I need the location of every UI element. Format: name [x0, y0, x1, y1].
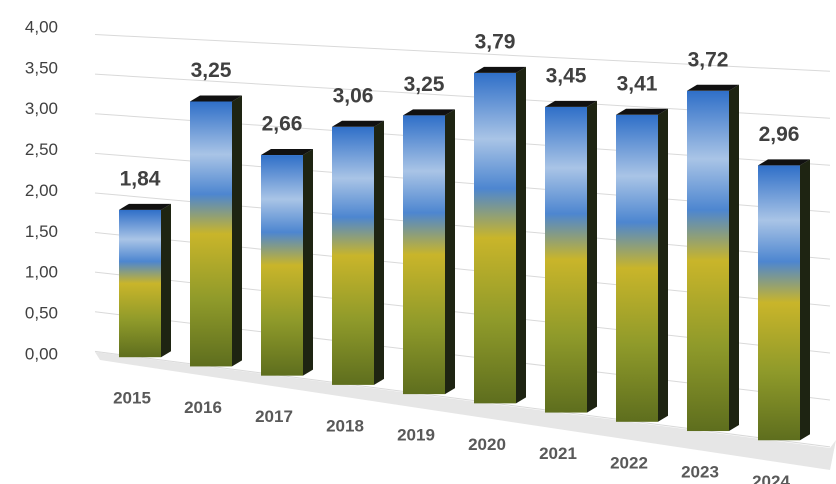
- y-tick-label: 2,00: [25, 181, 58, 200]
- y-tick-label: 2,50: [25, 140, 58, 159]
- bar: [758, 165, 800, 441]
- bar: [403, 115, 445, 395]
- bar: [474, 72, 516, 404]
- value-label: 1,84: [120, 167, 161, 190]
- value-label: 3,25: [191, 59, 232, 82]
- value-label: 3,25: [404, 73, 445, 96]
- x-tick-label: 2021: [539, 444, 577, 463]
- value-label: 3,72: [688, 48, 729, 71]
- x-tick-label: 2024: [752, 472, 790, 484]
- bar-side: [800, 159, 810, 441]
- value-label: 2,96: [759, 123, 800, 146]
- x-tick-label: 2018: [326, 416, 364, 435]
- y-tick-label: 4,00: [25, 17, 58, 36]
- x-tick-label: 2015: [113, 389, 151, 408]
- bar-top: [261, 149, 313, 156]
- value-label: 3,06: [333, 84, 374, 107]
- bar-side: [303, 149, 313, 376]
- bar-top: [190, 95, 242, 102]
- bar-top: [474, 66, 526, 73]
- value-label: 3,41: [617, 72, 658, 95]
- bar-top: [332, 120, 384, 127]
- bar: [616, 114, 658, 422]
- bar-side: [516, 66, 526, 404]
- bar-top: [687, 84, 739, 91]
- x-tick-label: 2022: [610, 453, 648, 472]
- bar: [261, 155, 303, 376]
- bar: [332, 126, 374, 385]
- y-tick-label: 0,00: [25, 344, 58, 363]
- x-tick-label: 2017: [255, 407, 293, 426]
- bar-top: [758, 159, 810, 166]
- value-label: 3,45: [546, 64, 587, 87]
- x-tick-label: 2019: [397, 426, 435, 445]
- x-tick-label: 2023: [681, 463, 719, 482]
- y-tick-label: 3,00: [25, 99, 58, 118]
- y-tick-label: 1,00: [25, 263, 58, 282]
- bar-top: [119, 203, 171, 210]
- grid-line: [94, 34, 831, 72]
- bar-side: [445, 109, 455, 395]
- y-tick-label: 1,50: [25, 222, 58, 241]
- bar-side: [729, 84, 739, 432]
- bar-side: [658, 108, 668, 422]
- bar-side: [161, 203, 171, 358]
- value-label: 2,66: [262, 113, 303, 136]
- bar-side: [587, 100, 597, 413]
- bar-top: [616, 108, 668, 115]
- bar: [119, 209, 161, 358]
- bar-side: [232, 95, 242, 367]
- x-tick-label: 2016: [184, 398, 222, 417]
- bar: [190, 101, 232, 367]
- bar: [545, 106, 587, 413]
- bar-side: [374, 120, 384, 385]
- y-tick-label: 0,50: [25, 304, 58, 323]
- bar-top: [403, 109, 455, 116]
- x-tick-label: 2020: [468, 435, 506, 454]
- value-label: 3,79: [475, 30, 516, 53]
- floor: [95, 352, 836, 470]
- bar: [687, 90, 729, 432]
- bar-top: [545, 100, 597, 107]
- y-tick-label: 3,50: [25, 58, 58, 77]
